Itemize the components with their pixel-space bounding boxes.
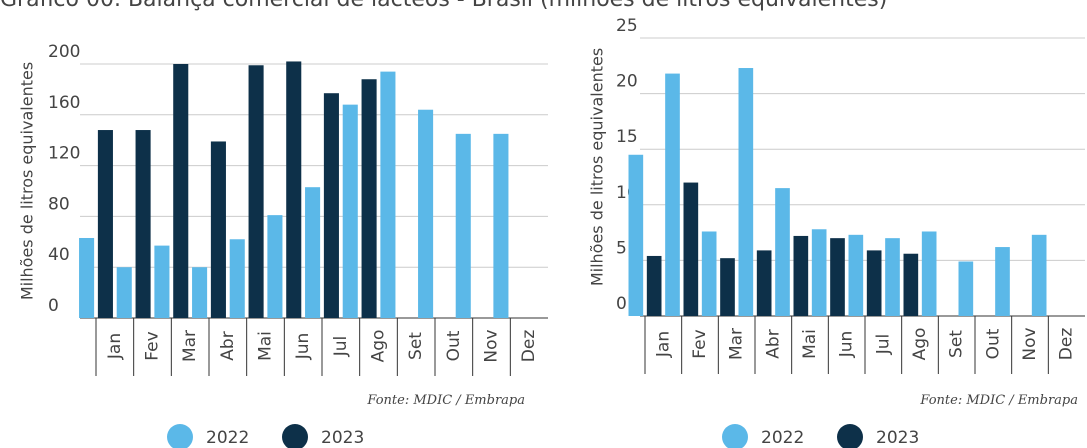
bar	[683, 182, 699, 316]
page-title: Gráfico 00. Balança comercial de lácteos…	[0, 0, 887, 12]
bar	[775, 188, 790, 316]
bar	[628, 154, 644, 316]
bar	[848, 234, 864, 316]
x-tick-label: Dez	[519, 330, 539, 363]
x-tick-label: Jan	[653, 331, 673, 358]
legend-swatch	[837, 424, 863, 448]
y-tick-label: 120	[48, 144, 80, 164]
y-tick-label: 40	[48, 245, 70, 265]
y-tick-label: 5	[616, 238, 627, 258]
y-tick-label: 200	[48, 42, 80, 62]
y-axis-label: Milhões de litros equivalentes	[588, 48, 607, 286]
x-tick-label: Set	[406, 332, 426, 360]
y-tick-label: 0	[48, 296, 59, 316]
bar	[665, 73, 680, 316]
bar	[286, 61, 302, 319]
bar	[342, 104, 358, 318]
bar	[267, 215, 283, 318]
y-tick-label: 15	[616, 127, 638, 147]
y-tick-label: 80	[48, 194, 70, 214]
x-tick-label: Jan	[105, 333, 125, 360]
bar	[192, 267, 208, 318]
x-tick-label: Fev	[690, 329, 710, 358]
x-tick-label: Dez	[1057, 328, 1077, 361]
bar	[720, 258, 735, 316]
x-tick-label: Mai	[256, 331, 276, 361]
x-tick-label: Nov	[482, 329, 502, 362]
bar	[995, 247, 1010, 316]
x-tick-label: Jun	[837, 331, 857, 359]
x-tick-label: Abr	[763, 329, 783, 358]
bar	[646, 255, 662, 316]
bar	[830, 238, 845, 316]
x-tick-label: Abr	[218, 331, 238, 360]
bar	[79, 237, 95, 318]
legend-label: 2023	[321, 428, 364, 448]
x-tick-label: Nov	[1020, 327, 1040, 360]
bar	[866, 250, 882, 316]
bar	[455, 133, 471, 318]
x-tick-label: Ago	[910, 328, 930, 361]
bar	[903, 253, 919, 316]
bar	[97, 130, 113, 318]
bar	[418, 109, 434, 318]
bar	[701, 231, 717, 316]
x-tick-label: Mar	[180, 330, 200, 362]
bar	[756, 250, 772, 316]
source-note: Fonte: MDIC / Embrapa	[366, 393, 525, 408]
source-note: Fonte: MDIC / Embrapa	[919, 393, 1078, 408]
legend-label: 2023	[876, 428, 919, 448]
x-tick-label: Jun	[293, 333, 313, 361]
bar	[173, 64, 189, 318]
x-tick-label: Jul	[873, 334, 893, 356]
y-axis-label: Milhões de litros equivalentes	[18, 62, 37, 300]
bar	[380, 71, 396, 319]
bar	[921, 231, 937, 316]
y-tick-label: 160	[48, 93, 80, 113]
bar	[958, 261, 974, 316]
legend-swatch	[282, 424, 308, 448]
legend-swatch	[167, 424, 193, 448]
bar	[793, 235, 809, 316]
x-tick-label: Jul	[331, 336, 351, 358]
x-tick-label: Mar	[727, 328, 747, 360]
x-tick-label: Fev	[143, 331, 163, 360]
x-tick-label: Set	[947, 330, 967, 358]
x-tick-label: Ago	[369, 330, 389, 363]
bar	[738, 68, 754, 316]
y-tick-label: 25	[616, 16, 638, 36]
bar	[154, 245, 170, 318]
bar	[116, 267, 132, 318]
bar	[229, 239, 245, 318]
y-tick-label: 0	[616, 294, 627, 314]
bar	[361, 79, 377, 319]
legend-label: 2022	[206, 428, 249, 448]
legend-swatch	[722, 424, 748, 448]
bar	[248, 65, 264, 319]
bar	[1031, 234, 1047, 316]
x-tick-label: Out	[983, 328, 1003, 359]
y-tick-label: 20	[616, 72, 638, 92]
bar	[323, 93, 339, 319]
bar	[305, 187, 321, 318]
bar	[885, 238, 900, 316]
bar	[493, 133, 509, 318]
x-tick-label: Mai	[800, 329, 820, 359]
legend-label: 2022	[761, 428, 804, 448]
bar	[811, 229, 827, 316]
bar	[135, 130, 151, 318]
bar	[210, 141, 226, 318]
x-tick-label: Out	[444, 330, 464, 361]
